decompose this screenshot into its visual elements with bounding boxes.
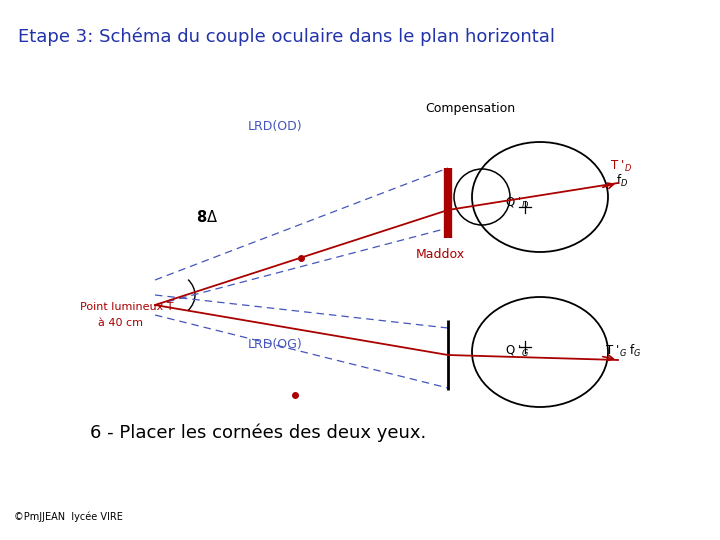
Text: Point lumineux T: Point lumineux T [80, 302, 174, 312]
Text: LRD(OD): LRD(OD) [248, 120, 302, 133]
Text: ©PmJJEAN  lycée VIRE: ©PmJJEAN lycée VIRE [14, 511, 123, 522]
Text: Compensation: Compensation [425, 102, 515, 115]
Text: 8$\Delta$: 8$\Delta$ [196, 209, 218, 225]
Text: Q '$_D$: Q '$_D$ [505, 196, 529, 211]
Text: à 40 cm: à 40 cm [98, 318, 143, 328]
Text: T '$_D$: T '$_D$ [610, 159, 632, 174]
Text: f$_D$: f$_D$ [616, 173, 629, 189]
Text: 6 - Placer les cornées des deux yeux.: 6 - Placer les cornées des deux yeux. [90, 423, 426, 442]
Text: Maddox: Maddox [415, 248, 464, 261]
Text: LRD(OG): LRD(OG) [248, 338, 302, 351]
Text: Etape 3: Schéma du couple oculaire dans le plan horizontal: Etape 3: Schéma du couple oculaire dans … [18, 28, 555, 46]
Text: T '$_G$ f$_G$: T '$_G$ f$_G$ [605, 343, 642, 359]
Text: Q '$_G$: Q '$_G$ [505, 344, 529, 359]
